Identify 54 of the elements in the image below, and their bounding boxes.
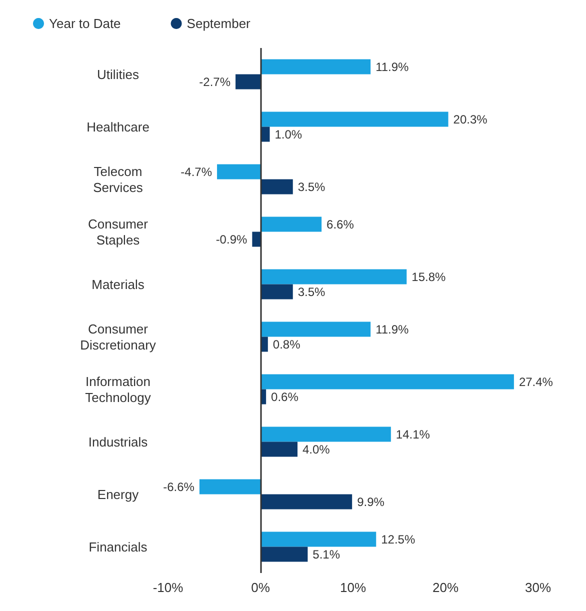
y-tick-label: Information Technology: [85, 374, 152, 405]
legend-label: September: [186, 16, 252, 31]
bar: [199, 479, 260, 494]
x-tick-label: 30%: [524, 580, 552, 595]
data-label: 11.9%: [376, 60, 410, 74]
bar: [252, 232, 260, 247]
x-tick-label: 0%: [251, 580, 270, 595]
x-tick-label: 10%: [340, 580, 366, 595]
bar: [260, 269, 407, 284]
y-tick-label: Consumer Staples: [88, 216, 149, 248]
data-label: 1.0%: [274, 127, 302, 142]
data-label: 20.3%: [453, 112, 488, 126]
bar: [260, 546, 308, 562]
bar: [260, 442, 298, 457]
data-label: 14.1%: [396, 427, 430, 442]
y-tick-label: Utilities: [97, 66, 140, 82]
bar: [236, 74, 260, 90]
data-label: -4.7%: [180, 164, 212, 179]
y-tick-label: Materials: [92, 276, 145, 292]
data-label: 0.8%: [272, 337, 301, 352]
y-tick-label: Financials: [88, 539, 148, 554]
x-tick-label: -10%: [152, 580, 184, 595]
bar: [260, 284, 293, 300]
bar: [260, 179, 293, 194]
data-label: -0.9%: [216, 232, 248, 246]
y-tick-label: Industrials: [88, 434, 148, 450]
y-tick-label: Telecom Services: [93, 164, 144, 195]
y-tick-label: Energy: [97, 486, 140, 502]
data-label: -6.6%: [163, 480, 195, 494]
bar: [217, 164, 260, 180]
bar: [260, 532, 376, 547]
data-label: 9.9%: [357, 494, 385, 509]
data-label: 12.5%: [381, 532, 416, 546]
data-label: 11.9%: [376, 322, 410, 336]
data-label: 0.6%: [271, 390, 299, 404]
bar: [260, 494, 352, 510]
data-label: 4.0%: [302, 442, 330, 456]
bar: [260, 426, 391, 442]
x-tick-label: 20%: [432, 580, 459, 595]
data-label: 3.5%: [298, 284, 326, 299]
y-tick-label: Consumer Discretionary: [80, 321, 156, 352]
data-label: 15.8%: [412, 270, 446, 284]
y-tick-label: Healthcare: [86, 119, 150, 134]
data-label: 27.4%: [518, 374, 554, 389]
data-label: 6.6%: [326, 217, 354, 232]
bar: [260, 322, 371, 337]
legend-label: Year to Date: [49, 16, 121, 31]
data-label: 3.5%: [298, 180, 326, 194]
data-label: 5.1%: [312, 547, 340, 562]
bar: [260, 59, 371, 74]
data-label: -2.7%: [199, 74, 231, 89]
bar: [260, 112, 448, 127]
bar: [260, 216, 322, 232]
bar: [260, 374, 514, 390]
